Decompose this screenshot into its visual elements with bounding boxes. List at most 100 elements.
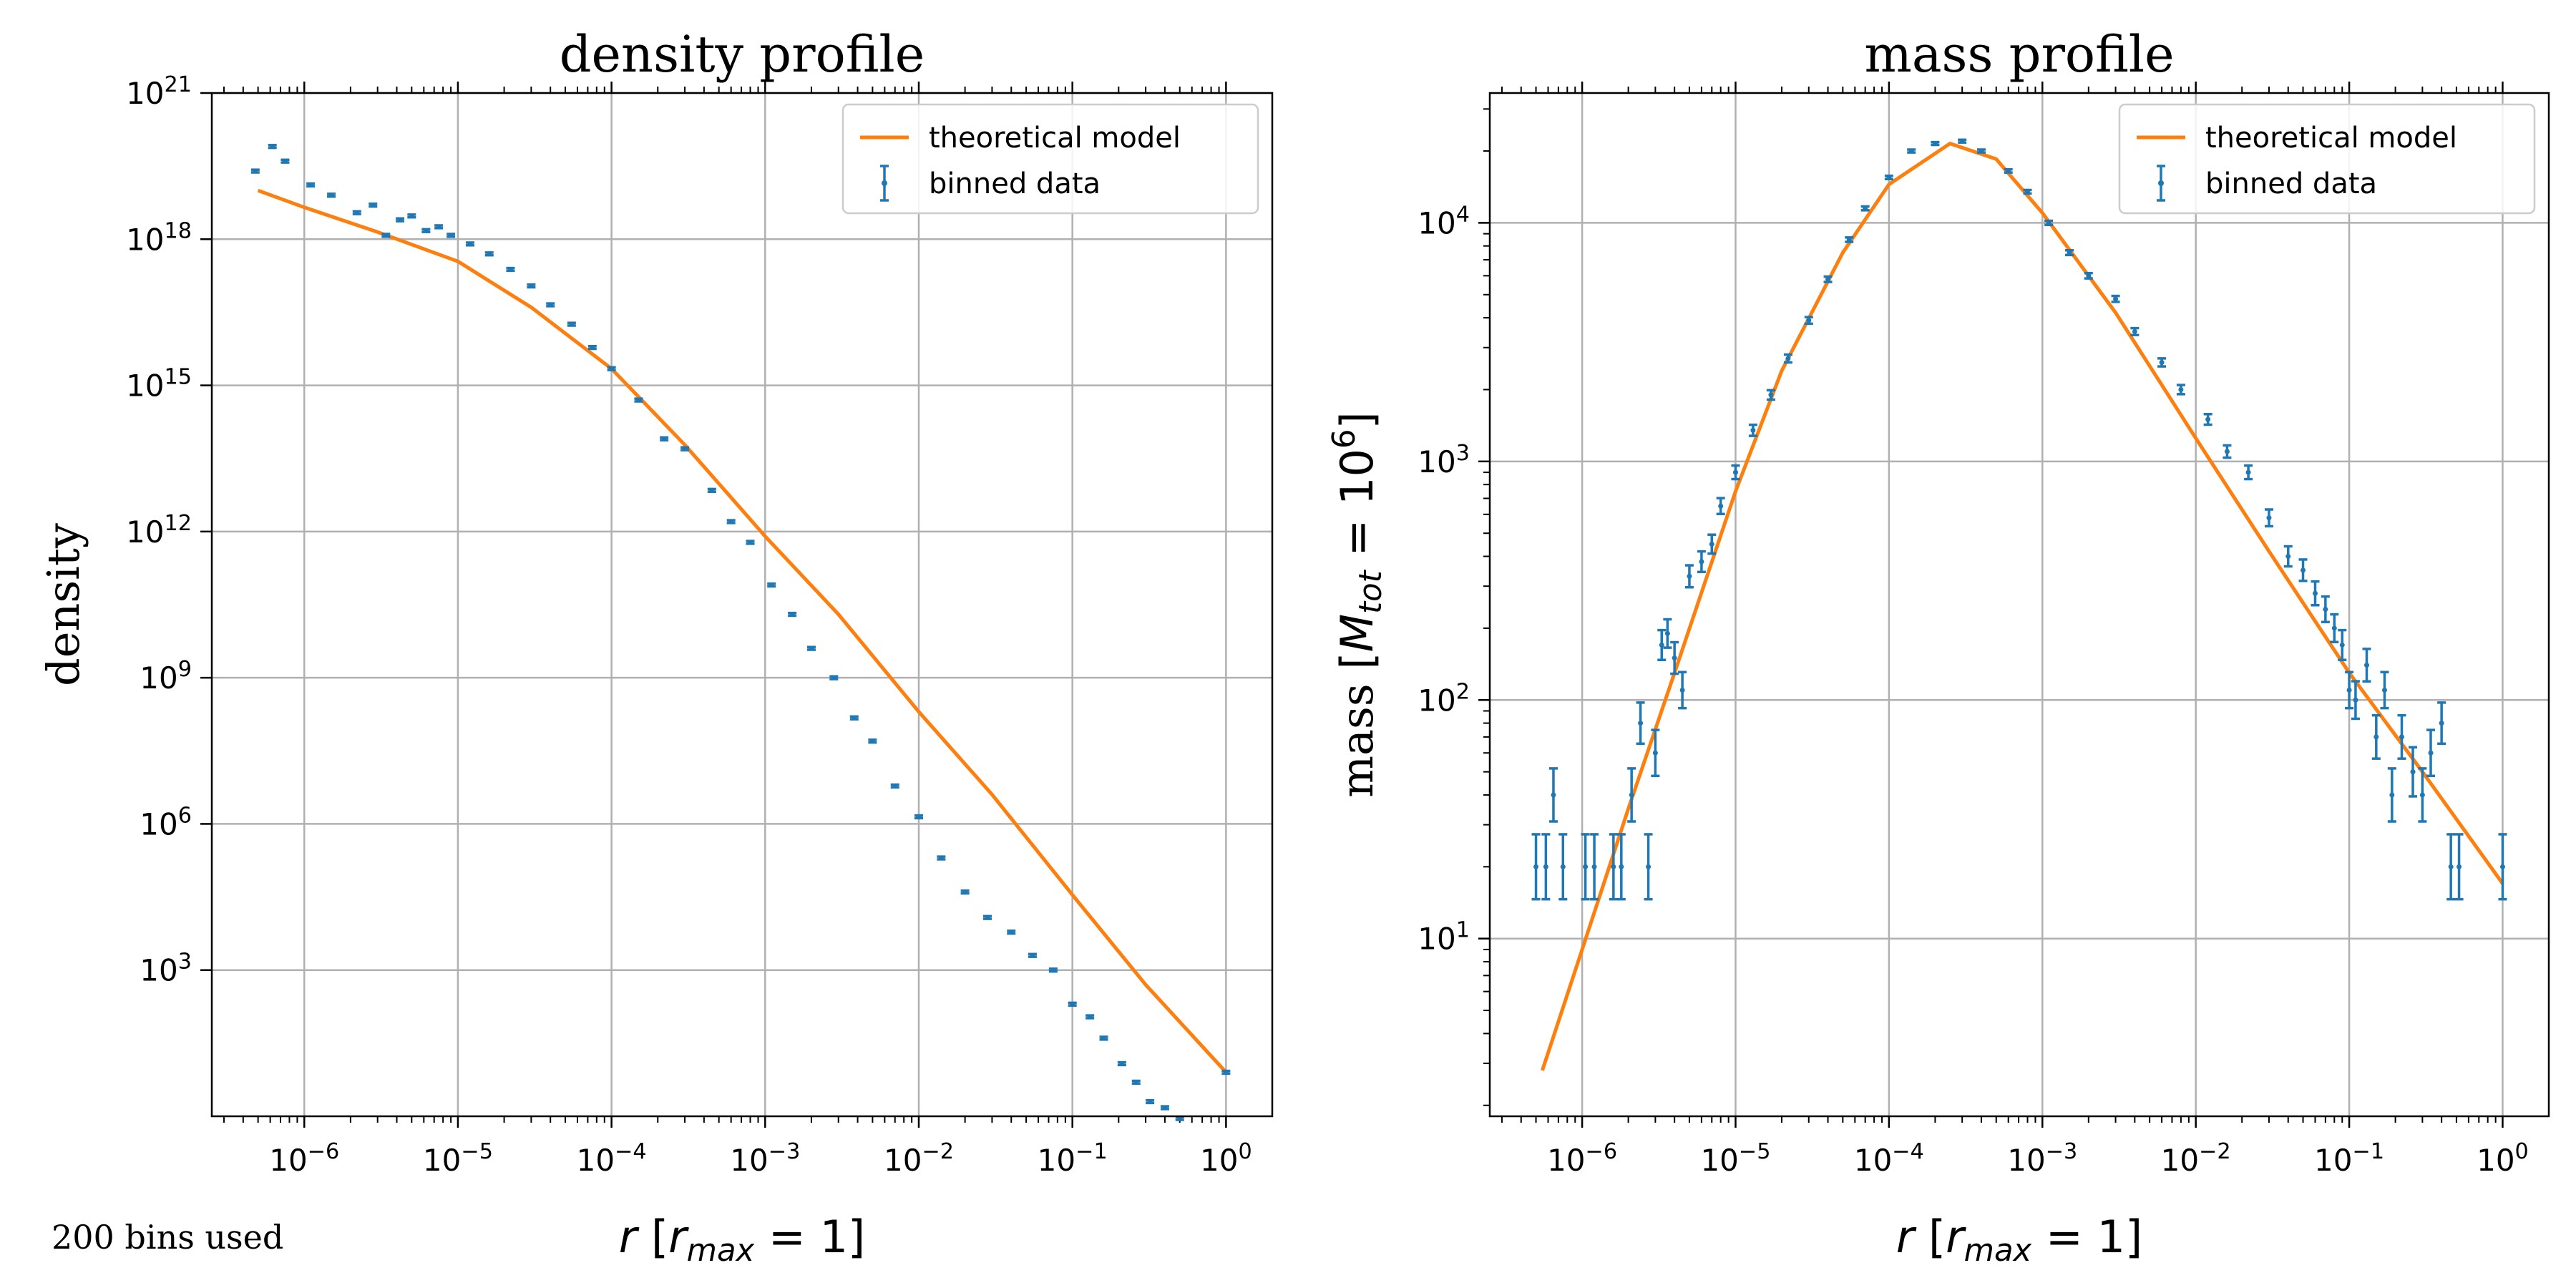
data-marker [2331,625,2337,631]
data-marker [2067,250,2072,255]
data-marker [2006,168,2011,174]
data-marker [2410,769,2416,775]
x-tick-label: 10−6 [1547,1139,1617,1179]
data-point [2111,294,2120,303]
legend-label: binned data [929,167,1101,200]
data-marker [547,302,553,308]
data-point [506,266,515,273]
data-point [1616,833,1626,901]
data-marker [2113,296,2119,302]
data-marker [769,582,774,588]
data-marker [1806,318,1812,323]
chart-title: mass profile [1864,25,2174,84]
x-tick-label: 10−3 [730,1139,800,1179]
data-point [660,436,669,441]
data-marker [1825,276,1831,282]
data-point [1048,967,1058,973]
data-marker [383,233,389,238]
data-marker [282,158,288,164]
data-point [1160,1105,1169,1111]
data-marker [1133,1079,1139,1085]
data-point [849,715,859,721]
data-marker [1664,630,1670,636]
data-marker [253,168,258,174]
bins-used-note: 200 bins used [52,1218,284,1257]
data-point [1117,1060,1126,1067]
data-point [1663,618,1672,649]
data-point [421,228,431,233]
data-point [1804,316,1813,326]
data-point [1657,628,1667,661]
data-marker [528,283,534,289]
data-marker [1750,427,1756,433]
data-marker [2285,554,2291,560]
data-point [1146,1098,1155,1105]
data-marker [1768,392,1774,398]
data-marker [270,144,275,150]
y-axis-label: mass [Mtot = 106] [1327,411,1389,797]
data-marker [507,266,513,272]
y-tick-label: 1012 [126,510,192,550]
data-point [607,366,616,371]
data-point [2371,713,2381,760]
data-marker [2323,606,2328,612]
data-marker [2205,416,2211,422]
data-point [2397,713,2406,760]
data-marker [709,487,715,493]
y-tick-label: 104 [1418,202,1470,241]
data-marker [1087,1014,1093,1020]
data-point [2004,167,2013,174]
data-marker [2373,734,2379,740]
data-marker [1050,967,1056,973]
x-tick-label: 10−4 [1854,1139,1924,1179]
data-point [1845,236,1854,243]
data-point [634,397,643,403]
data-point [434,224,444,230]
x-tick-label: 10−1 [1038,1139,1108,1179]
data-point [2244,464,2253,481]
data-point [2446,833,2456,901]
data-marker [985,914,990,920]
data-point [1099,1035,1108,1041]
data-point [1697,550,1706,574]
data-marker [1732,469,1738,475]
legend-item-theoretical-model: theoretical model [860,122,1181,155]
data-point [746,540,755,545]
data-point [250,168,260,174]
data-marker [328,192,334,198]
data-marker [423,228,429,233]
data-point [2380,670,2389,710]
x-tick-label: 10−5 [423,1139,493,1179]
data-point [1958,138,1967,144]
data-marker [1177,1116,1183,1121]
data-point [2223,444,2232,459]
data-marker [1659,642,1664,648]
data-marker [1646,864,1652,869]
y-tick-label: 103 [140,949,192,988]
data-marker [1583,864,1589,869]
data-marker [1119,1061,1125,1067]
data-marker [1030,952,1035,958]
data-marker [635,397,641,403]
data-point [1860,205,1870,212]
data-point [1823,275,1833,283]
data-marker [1591,864,1597,869]
data-point [868,738,877,744]
data-point [2065,249,2074,257]
data-point [890,783,899,789]
data-point [726,519,736,525]
data-point [306,182,316,188]
data-marker [1959,138,1965,144]
axes-frame [1488,92,2550,1118]
data-point [1678,670,1687,710]
data-marker [2363,663,2369,668]
data-point [2437,701,2446,746]
legend-box [841,103,1259,215]
data-marker [2301,567,2306,573]
data-point [2264,508,2273,528]
data-point [806,645,816,651]
x-axis-label: r [rmax = 1] [619,1211,865,1269]
data-point [2351,680,2360,721]
data-marker [1533,864,1539,869]
axes-frame [210,92,1274,1118]
